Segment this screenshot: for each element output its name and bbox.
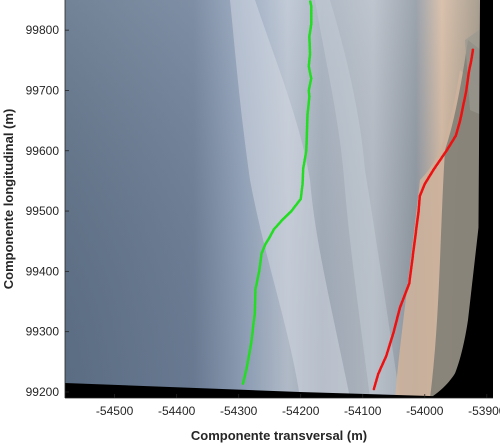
y-tick-label: 99400 [26, 264, 60, 278]
x-tick-label: -54100 [344, 404, 382, 418]
x-tick-label: -54400 [158, 404, 196, 418]
y-axis-title: Componente longitudinal (m) [1, 109, 16, 290]
x-tick-label: -54300 [220, 404, 258, 418]
x-axis-title: Componente transversal (m) [191, 428, 367, 443]
x-tick-label: -54000 [406, 404, 444, 418]
x-tick-label: -54500 [96, 404, 134, 418]
data-point [309, 0, 312, 3]
aerial-image [65, 0, 493, 398]
series-1 [372, 48, 475, 391]
series-layer [241, 0, 475, 391]
x-tick-label: -53900 [468, 404, 500, 418]
y-tick-label: 99700 [26, 83, 60, 97]
y-tick-label: 99300 [26, 325, 60, 339]
x-tick-label: -54200 [282, 404, 320, 418]
y-axis-ticks: 99200 99300 99400 99500 99600 99700 99800 [26, 23, 69, 399]
y-tick-label: 99200 [26, 385, 60, 399]
data-point [471, 48, 475, 52]
y-tick-label: 99800 [26, 23, 60, 37]
y-tick-label: 99600 [26, 144, 60, 158]
y-tick-label: 99500 [26, 204, 60, 218]
image-mask-bottom [65, 383, 493, 398]
x-axis-ticks: -54500 -54400 -54300 -54200 -54100 -54000 -539… [96, 394, 500, 418]
series-0 [241, 0, 313, 385]
